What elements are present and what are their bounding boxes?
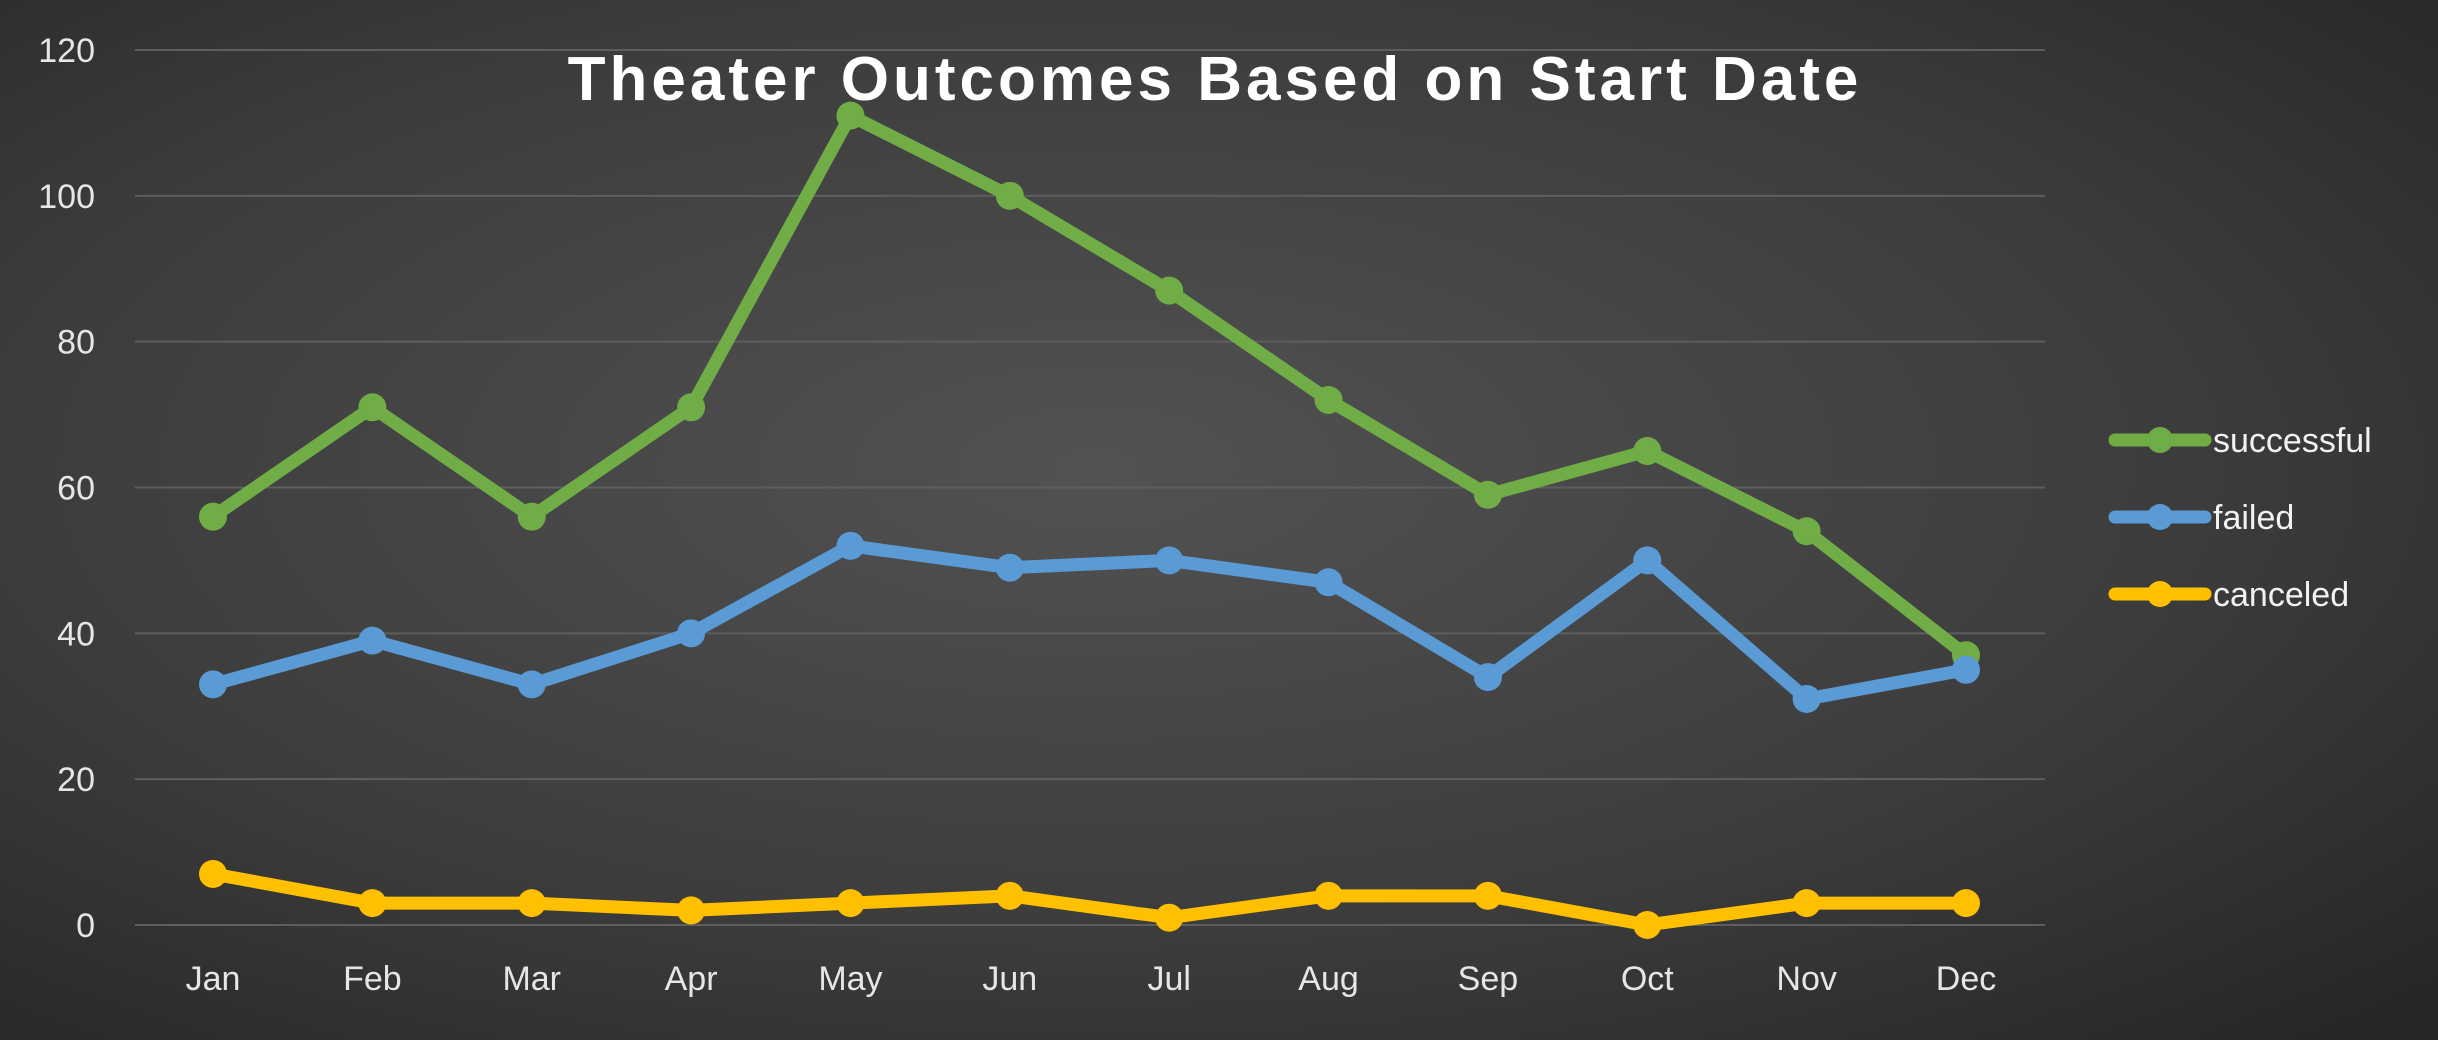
data-point-successful bbox=[677, 393, 706, 422]
legend-label: failed bbox=[2213, 499, 2294, 537]
data-point-failed bbox=[836, 531, 865, 560]
x-tick-label: Dec bbox=[1936, 960, 1996, 998]
data-point-canceled bbox=[1633, 911, 1662, 939]
data-point-canceled bbox=[1952, 889, 1980, 918]
legend-marker bbox=[2147, 427, 2173, 453]
data-point-successful bbox=[836, 101, 865, 130]
y-tick-label: 0 bbox=[76, 907, 95, 945]
series-line-canceled bbox=[206, 867, 1973, 932]
x-axis-ticks: Jan Feb Mar Apr May Jun Jul Aug Sep Oct Nov Dec bbox=[186, 960, 1997, 998]
data-point-canceled bbox=[1155, 903, 1184, 932]
y-tick-label: 120 bbox=[38, 32, 95, 70]
y-tick-label: 80 bbox=[57, 324, 95, 362]
data-point-successful bbox=[1633, 437, 1662, 466]
legend-marker bbox=[2147, 504, 2173, 530]
data-point-failed bbox=[1952, 655, 1980, 684]
y-tick-label: 60 bbox=[57, 470, 95, 508]
x-tick-label: May bbox=[818, 960, 882, 998]
data-point-failed bbox=[1155, 546, 1184, 575]
data-point-failed bbox=[1633, 546, 1662, 575]
y-tick-label: 20 bbox=[57, 761, 95, 799]
data-point-successful bbox=[1155, 276, 1184, 305]
data-point-failed bbox=[199, 670, 227, 699]
series-failed bbox=[199, 531, 1980, 713]
data-point-successful bbox=[517, 502, 546, 531]
legend-label: canceled bbox=[2213, 576, 2349, 614]
data-point-successful bbox=[358, 393, 387, 422]
x-tick-label: Aug bbox=[1298, 960, 1359, 998]
series-lines bbox=[199, 101, 1980, 939]
x-tick-label: Mar bbox=[502, 960, 561, 998]
y-tick-label: 40 bbox=[57, 615, 95, 653]
data-point-failed bbox=[358, 626, 387, 655]
data-point-failed bbox=[995, 553, 1024, 582]
x-tick-label: Jun bbox=[982, 960, 1037, 998]
data-point-failed bbox=[1792, 684, 1821, 713]
x-tick-label: Sep bbox=[1458, 960, 1519, 998]
y-axis-ticks: 0 20 40 60 80 100 120 bbox=[38, 32, 95, 945]
legend: successful failed canceled bbox=[2108, 422, 2372, 614]
data-point-successful bbox=[1314, 386, 1343, 414]
x-tick-label: Jul bbox=[1147, 960, 1190, 998]
series-line-failed bbox=[206, 539, 1973, 706]
data-point-failed bbox=[517, 670, 546, 699]
data-point-canceled bbox=[358, 889, 387, 918]
y-tick-label: 100 bbox=[38, 178, 95, 216]
data-point-successful bbox=[1792, 517, 1821, 546]
legend-label: successful bbox=[2213, 422, 2372, 460]
data-point-canceled bbox=[517, 889, 546, 918]
data-point-canceled bbox=[1314, 881, 1343, 910]
gridlines bbox=[135, 49, 2045, 926]
data-point-canceled bbox=[995, 881, 1024, 910]
chart-title: Theater Outcomes Based on Start Date bbox=[568, 45, 1863, 114]
series-canceled bbox=[199, 859, 1980, 939]
x-tick-label: Nov bbox=[1776, 960, 1836, 998]
legend-item-failed: failed bbox=[2108, 499, 2294, 537]
data-point-successful bbox=[1473, 480, 1502, 509]
legend-marker bbox=[2147, 581, 2173, 607]
x-tick-label: Jan bbox=[186, 960, 241, 998]
data-point-canceled bbox=[1792, 889, 1821, 918]
data-point-failed bbox=[1473, 663, 1502, 692]
legend-item-successful: successful bbox=[2108, 422, 2372, 460]
data-point-successful bbox=[199, 502, 227, 531]
x-tick-label: Feb bbox=[343, 960, 402, 998]
data-point-failed bbox=[677, 619, 706, 648]
x-tick-label: Apr bbox=[665, 960, 718, 998]
data-point-canceled bbox=[1473, 881, 1502, 910]
data-point-canceled bbox=[836, 889, 865, 918]
data-point-successful bbox=[995, 181, 1024, 210]
legend-item-canceled: canceled bbox=[2108, 576, 2349, 614]
data-point-failed bbox=[1314, 568, 1343, 597]
x-tick-label: Oct bbox=[1621, 960, 1674, 998]
data-point-canceled bbox=[199, 859, 227, 888]
series-line-successful bbox=[206, 109, 1973, 662]
data-point-canceled bbox=[677, 896, 706, 925]
